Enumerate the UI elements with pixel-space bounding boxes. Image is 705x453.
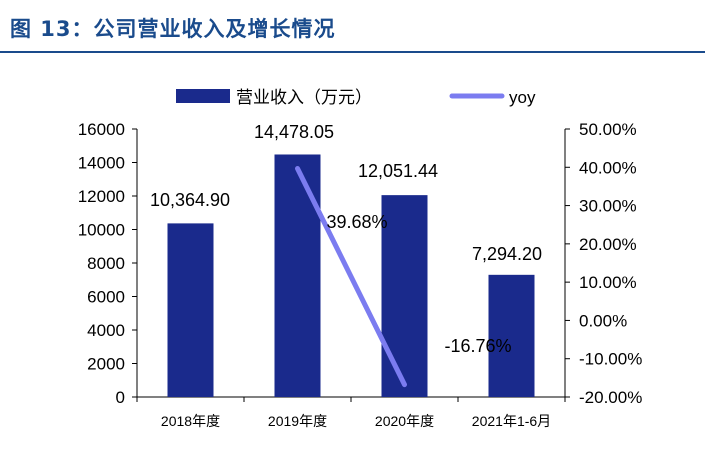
revenue-value-label: 14,478.05 [254,122,334,142]
left-tick-label: 12000 [78,187,125,206]
left-tick-label: 10000 [78,221,125,240]
category-label: 2020年度 [375,413,434,429]
figure-title: 图 13：公司营业收入及增长情况 [10,17,336,41]
revenue-bar [381,195,428,397]
right-tick-label: 50.00% [579,120,637,139]
left-tick-label: 8000 [87,254,125,273]
left-tick-label: 14000 [78,154,125,173]
right-tick-label: 30.00% [579,197,637,216]
revenue-value-label: 7,294.20 [472,244,542,264]
legend-line-label: yoy [509,88,536,107]
yoy-value-label: 39.68% [326,212,387,232]
revenue-bar [488,274,535,397]
left-tick-label: 0 [116,388,125,407]
left-tick-label: 16000 [78,120,125,139]
legend-bar-label: 营业收入（万元） [236,88,372,107]
title-underline [0,51,705,53]
yoy-value-label: -16.76% [444,336,511,356]
right-tick-label: -20.00% [579,388,642,407]
yoy-line [295,166,407,388]
revenue-bar [274,154,321,397]
right-tick-label: 10.00% [579,273,637,292]
right-tick-label: 40.00% [579,158,637,177]
left-tick-label: 6000 [87,288,125,307]
right-tick-label: 20.00% [579,235,637,254]
revenue-value-label: 10,364.90 [150,190,230,210]
left-tick-label: 2000 [87,355,125,374]
legend-bar-swatch [176,89,230,103]
figure-header: 图 13：公司营业收入及增长情况 [0,0,705,53]
right-tick-label: -10.00% [579,350,642,369]
category-label: 2021年1-6月 [472,413,551,429]
revenue-value-label: 12,051.44 [358,161,438,181]
left-tick-label: 4000 [87,321,125,340]
category-label: 2019年度 [268,413,327,429]
revenue-bar [167,223,214,397]
right-tick-label: 0.00% [579,311,627,330]
category-label: 2018年度 [161,413,220,429]
